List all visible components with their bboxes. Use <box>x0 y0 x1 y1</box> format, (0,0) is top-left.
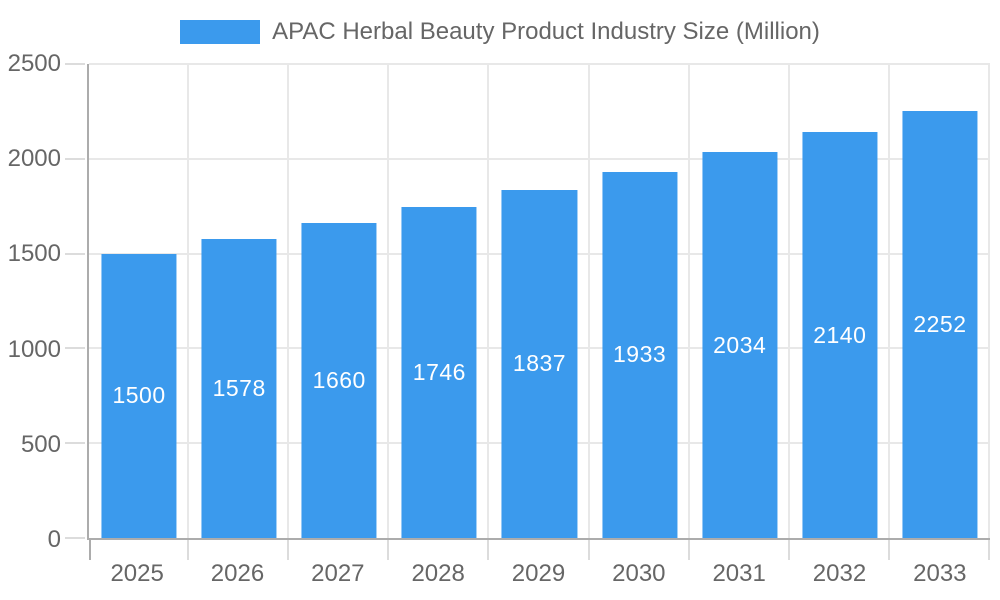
x-tick-mark <box>988 540 990 560</box>
x-tick-label: 2031 <box>712 560 766 587</box>
bar-column: 1837 <box>489 64 589 538</box>
x-gridline <box>687 64 690 538</box>
x-tick-label: 2027 <box>311 560 365 587</box>
bar-value-label: 1500 <box>112 382 166 409</box>
bar-value-label: 2034 <box>713 331 767 358</box>
x-gridline <box>287 64 290 538</box>
y-tick-label: 0 <box>47 526 61 553</box>
bar-value-label: 1578 <box>212 374 266 401</box>
x-tick-mark <box>89 540 91 560</box>
y-tick-label: 2000 <box>7 145 61 173</box>
x-tick-mark <box>887 540 890 560</box>
bar-column: 1933 <box>590 64 690 538</box>
y-tick-mark <box>65 252 85 255</box>
x-tick-label: 2029 <box>511 560 566 587</box>
x-tick-mark <box>787 540 790 560</box>
y-gridline <box>89 157 990 160</box>
x-tick-mark <box>287 540 290 560</box>
x-tick-label: 2032 <box>812 560 867 587</box>
bar-2031[interactable]: 2034 <box>702 152 778 538</box>
bar-value-label: 1660 <box>312 367 366 394</box>
bar-2030[interactable]: 1933 <box>602 171 678 538</box>
x-tick-mark <box>187 540 190 560</box>
x-gridline <box>487 64 490 538</box>
y-tick-mark <box>65 347 85 350</box>
bar-column: 1746 <box>389 64 489 538</box>
x-tick-label: 2030 <box>612 560 666 587</box>
bar-value-label: 1746 <box>412 358 466 385</box>
y-tick-mark <box>65 442 85 445</box>
y-tick-label: 1000 <box>7 335 61 363</box>
x-tick-label: 2025 <box>110 560 164 587</box>
y-gridline <box>89 63 990 65</box>
bar-value-label: 1933 <box>613 341 667 368</box>
y-tick-mark <box>65 537 85 539</box>
bar-2026[interactable]: 1578 <box>201 238 277 538</box>
y-axis-labels: 0 500 1000 1500 2000 2500 <box>0 52 61 552</box>
bar-2027[interactable]: 1660 <box>301 223 377 538</box>
y-tick-label: 1500 <box>7 240 61 268</box>
legend-swatch <box>180 20 261 44</box>
x-axis-labels: 2025 2026 2027 2028 2029 2030 2031 2032 2033 <box>87 559 990 589</box>
bar-column: 2252 <box>890 64 990 538</box>
y-tick-label: 500 <box>20 430 61 458</box>
x-tick-mark <box>387 540 390 560</box>
bar-value-label: 2252 <box>913 311 967 338</box>
bar-2033[interactable]: 2252 <box>902 111 978 538</box>
x-gridline <box>988 64 990 538</box>
x-gridline <box>587 64 590 538</box>
bar-column: 2034 <box>690 64 790 538</box>
bar-column: 1578 <box>189 64 289 538</box>
bar-value-label: 1837 <box>512 350 567 377</box>
bar-column: 1500 <box>89 64 189 538</box>
x-tick-label: 2026 <box>210 560 265 587</box>
x-gridline <box>187 64 190 538</box>
x-tick-mark <box>687 540 690 560</box>
y-tick-mark <box>65 157 85 160</box>
bar-2029[interactable]: 1837 <box>501 189 578 538</box>
plot-area: 1500 1578 1660 1746 1837 1933 2034 2140 2252 <box>65 63 990 560</box>
bar-column: 1660 <box>289 64 389 538</box>
x-gridline <box>887 64 890 538</box>
bar-2032[interactable]: 2140 <box>802 132 878 538</box>
bar-value-label: 2140 <box>813 321 867 348</box>
legend-label: APAC Herbal Beauty Product Industry Size… <box>272 18 820 45</box>
x-tick-label: 2033 <box>913 560 967 587</box>
bar-2025[interactable]: 1500 <box>101 253 177 538</box>
bar-2028[interactable]: 1746 <box>401 206 477 538</box>
x-gridline <box>387 64 390 538</box>
x-tick-mark <box>487 540 490 560</box>
x-gridline <box>787 64 790 538</box>
bar-column: 2140 <box>790 64 890 538</box>
chart-legend[interactable]: APAC Herbal Beauty Product Industry Size… <box>0 18 1000 45</box>
y-tick-mark <box>65 63 85 65</box>
y-tick-label: 2500 <box>7 50 61 77</box>
x-tick-mark <box>587 540 590 560</box>
x-tick-label: 2028 <box>411 560 465 587</box>
